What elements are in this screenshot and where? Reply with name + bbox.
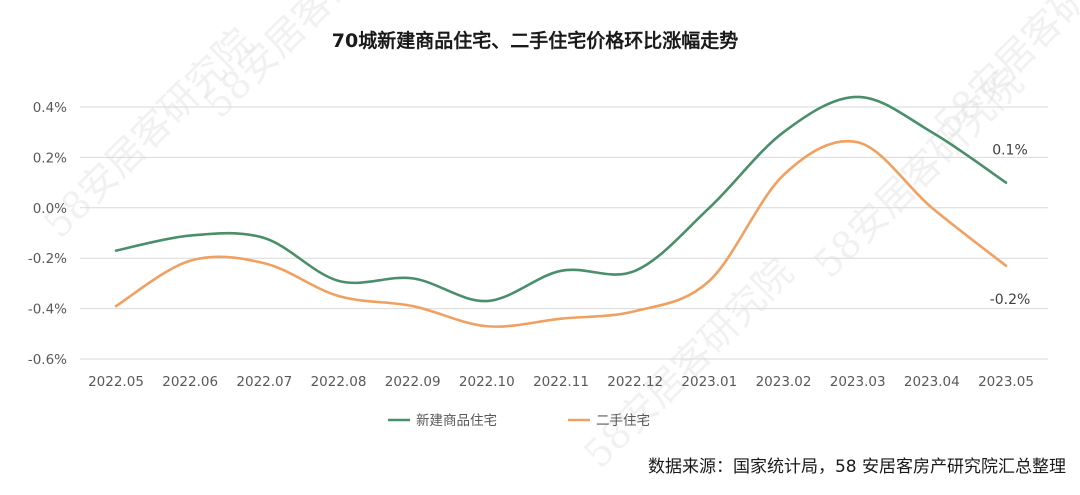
end-data-label: -0.2%	[990, 292, 1031, 308]
x-tick-label: 2022.12	[607, 374, 663, 390]
x-tick-label: 2022.10	[459, 374, 515, 390]
source-note: 数据来源：国家统计局，58 安居客房产研究院汇总整理	[647, 457, 1066, 477]
legend-label: 新建商品住宅	[416, 413, 497, 429]
y-tick-label: -0.6%	[28, 352, 67, 368]
legend-label: 二手住宅	[596, 413, 650, 429]
y-tick-label: 0.2%	[33, 150, 67, 166]
gridlines	[80, 106, 1048, 360]
y-axis-ticks: -0.6% -0.4% -0.2% 0.0% 0.2% 0.4%	[28, 100, 67, 368]
y-tick-label: -0.4%	[28, 302, 67, 318]
x-tick-label: 2022.11	[533, 374, 589, 390]
x-tick-label: 2023.02	[756, 374, 812, 390]
series-lines	[114, 95, 1008, 328]
watermark-text: 58安居客研究院	[575, 250, 802, 477]
x-tick-label: 2022.09	[385, 374, 441, 390]
x-tick-label: 2023.03	[830, 374, 886, 390]
x-tick-label: 2022.08	[311, 374, 367, 390]
series-line-second-hand	[114, 139, 1008, 328]
x-tick-label: 2023.05	[978, 374, 1034, 390]
y-tick-label: 0.0%	[33, 201, 67, 217]
x-tick-label: 2022.06	[162, 374, 218, 390]
watermark-text: 58安居客研究院	[925, 0, 1080, 146]
x-axis-ticks: 2022.05 2022.06 2022.07 2022.08 2022.09 2022.…	[88, 374, 1034, 390]
end-data-label: 0.1%	[992, 143, 1028, 159]
data-labels: 0.1% -0.2%	[990, 143, 1031, 308]
legend: 新建商品住宅 二手住宅	[388, 413, 650, 429]
y-tick-label: 0.4%	[33, 100, 67, 116]
x-tick-label: 2023.04	[904, 374, 960, 390]
chart-title: 70城新建商品住宅、二手住宅价格环比涨幅走势	[332, 29, 738, 52]
x-tick-label: 2022.07	[236, 374, 292, 390]
x-tick-label: 2023.01	[681, 374, 737, 390]
x-tick-label: 2022.05	[88, 374, 144, 390]
y-tick-label: -0.2%	[28, 251, 67, 267]
series-line-new-homes	[114, 95, 1008, 303]
watermark-text: 58安居客研究院	[35, 20, 262, 247]
